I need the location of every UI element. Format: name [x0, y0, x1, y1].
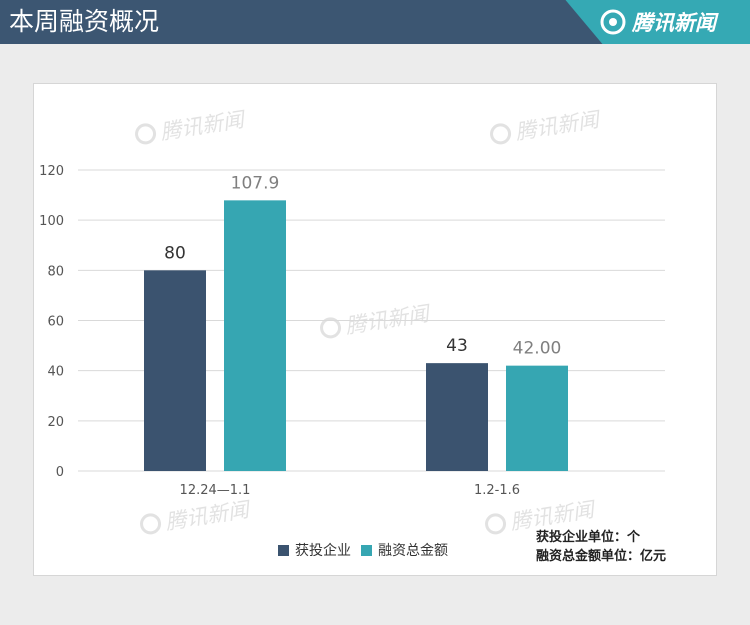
data-label: 43	[446, 336, 468, 356]
y-tick-label: 0	[56, 465, 64, 480]
bar	[506, 365, 568, 471]
x-tick-label: 1.2-1.6	[474, 483, 520, 498]
data-label: 42.00	[513, 339, 562, 359]
y-tick-label: 40	[47, 365, 64, 380]
legend-label-companies: 获投企业	[295, 543, 351, 559]
chart-legend: 获投企业 融资总金额	[278, 540, 448, 560]
y-tick-label: 60	[47, 315, 64, 330]
y-tick-label: 80	[47, 264, 64, 279]
legend-item-companies: 获投企业	[278, 540, 351, 560]
legend-swatch-companies	[278, 544, 289, 556]
legend-item-amount: 融资总金额	[361, 540, 448, 560]
data-label: 107.9	[231, 173, 280, 193]
bar	[144, 270, 206, 471]
unit-note-companies: 获投企业单位：个	[536, 530, 641, 545]
brand-icon	[600, 9, 626, 35]
bar	[224, 200, 286, 471]
legend-swatch-amount	[361, 544, 372, 556]
bar	[426, 363, 488, 471]
page-title: 本周融资概况	[9, 7, 160, 36]
y-tick-label: 100	[39, 214, 64, 229]
data-label: 80	[164, 243, 186, 263]
y-tick-label: 20	[47, 415, 64, 430]
unit-note-amount: 融资总金额单位：亿元	[536, 549, 667, 564]
legend-label-amount: 融资总金额	[378, 543, 448, 559]
x-tick-label: 12.24—1.1	[180, 483, 251, 498]
brand-logo: 腾讯新闻	[600, 7, 748, 37]
brand-name: 腾讯新闻	[632, 11, 716, 35]
unit-notes: 获投企业单位：个 融资总金额单位：亿元	[536, 528, 666, 566]
y-tick-label: 120	[39, 164, 64, 179]
